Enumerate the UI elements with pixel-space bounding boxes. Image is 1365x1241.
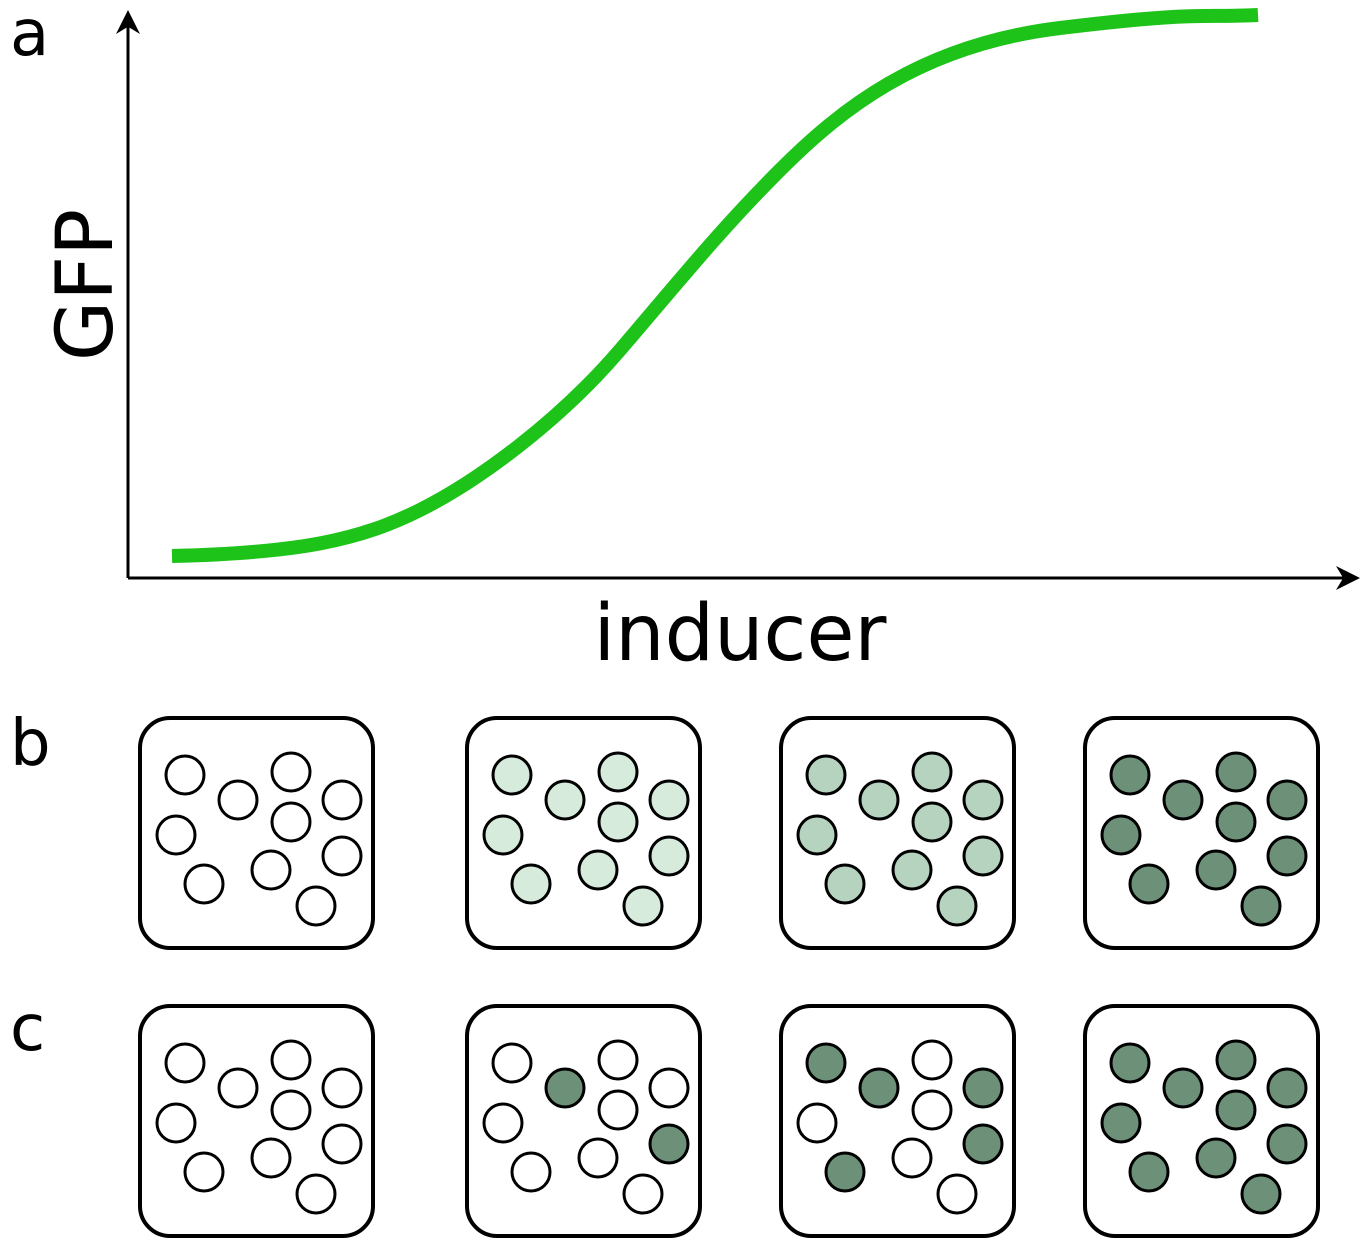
cell <box>321 1123 363 1165</box>
cell <box>1128 863 1170 905</box>
y-axis-label: GFP <box>41 209 131 361</box>
cell <box>962 779 1004 821</box>
cell <box>1215 1089 1257 1131</box>
cell <box>796 814 838 856</box>
cell <box>217 1067 259 1109</box>
cell <box>270 801 312 843</box>
cell <box>858 779 900 821</box>
cell <box>824 1151 866 1193</box>
cell <box>911 801 953 843</box>
response-curve <box>171 8 1259 563</box>
cell <box>622 1173 664 1215</box>
panel-label: b <box>10 707 51 781</box>
cell <box>891 849 933 891</box>
cell <box>482 814 524 856</box>
cell <box>858 1067 900 1109</box>
cell <box>1240 1173 1282 1215</box>
cell <box>250 849 292 891</box>
cell <box>962 1123 1004 1165</box>
cell <box>577 1137 619 1179</box>
cell <box>911 1089 953 1131</box>
cell <box>805 754 847 796</box>
cell <box>1128 1151 1170 1193</box>
x-axis-label: inducer <box>594 589 888 679</box>
cell <box>1100 1102 1142 1144</box>
cell <box>510 1151 552 1193</box>
cell <box>597 751 639 793</box>
cell <box>250 1137 292 1179</box>
cell <box>648 779 690 821</box>
cell <box>544 779 586 821</box>
cell <box>597 1089 639 1131</box>
cell <box>1215 1039 1257 1081</box>
cell <box>321 1067 363 1109</box>
cell <box>1162 779 1204 821</box>
cell <box>1100 814 1142 856</box>
panel-label: a <box>10 0 49 71</box>
cell <box>491 754 533 796</box>
cell <box>155 814 197 856</box>
cell <box>891 1137 933 1179</box>
cell <box>962 1067 1004 1109</box>
cell <box>648 1123 690 1165</box>
cell <box>482 1102 524 1144</box>
cell <box>597 1039 639 1081</box>
cell <box>1162 1067 1204 1109</box>
cell-panels <box>138 716 1320 1238</box>
cell <box>217 779 259 821</box>
cell <box>270 751 312 793</box>
cell <box>796 1102 838 1144</box>
cell <box>295 885 337 927</box>
cell <box>962 835 1004 877</box>
cell <box>824 863 866 905</box>
cell <box>510 863 552 905</box>
cell <box>648 835 690 877</box>
cell <box>295 1173 337 1215</box>
cell <box>544 1067 586 1109</box>
cell <box>183 863 225 905</box>
cell <box>270 1089 312 1131</box>
cell <box>183 1151 225 1193</box>
cell <box>164 1042 206 1084</box>
cell <box>270 1039 312 1081</box>
cell <box>1266 1123 1308 1165</box>
cell <box>1195 1137 1237 1179</box>
cell <box>321 779 363 821</box>
cell <box>1109 754 1151 796</box>
cell <box>1215 751 1257 793</box>
cell <box>805 1042 847 1084</box>
cell <box>155 1102 197 1144</box>
cell <box>1195 849 1237 891</box>
cell <box>911 1039 953 1081</box>
panel-label: c <box>10 992 45 1066</box>
cell <box>1215 801 1257 843</box>
cell <box>1109 1042 1151 1084</box>
cell <box>648 1067 690 1109</box>
cell <box>1266 835 1308 877</box>
cell <box>1240 885 1282 927</box>
cell <box>321 835 363 877</box>
cell <box>491 1042 533 1084</box>
cell <box>911 751 953 793</box>
cell <box>577 849 619 891</box>
cell <box>936 885 978 927</box>
cell <box>936 1173 978 1215</box>
cell <box>622 885 664 927</box>
cell <box>597 801 639 843</box>
cell <box>1266 779 1308 821</box>
cell <box>1266 1067 1308 1109</box>
cell <box>164 754 206 796</box>
